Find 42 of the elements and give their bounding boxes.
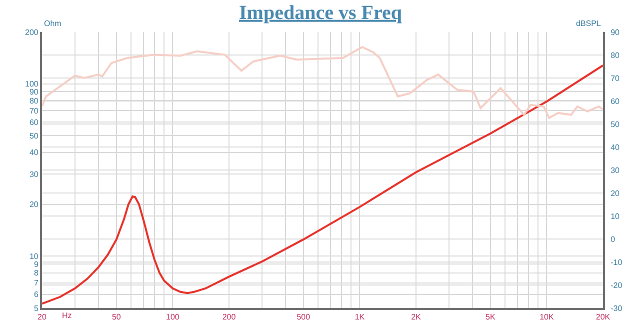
y2-tick-label: 60 [610, 96, 620, 106]
x-tick-label: 20K [596, 312, 611, 322]
y-tick-label: 30 [29, 170, 39, 179]
y-tick-label: 20 [29, 200, 39, 210]
y-tick-label: 90 [29, 88, 39, 97]
y2-axis-title: dBSPL [576, 19, 602, 28]
x-tick-label: 10K [540, 312, 554, 322]
y2-tick-label: 80 [610, 50, 620, 60]
y-tick-label: 7 [34, 278, 39, 288]
y-tick-label: 5 [34, 304, 39, 313]
y-tick-label: 80 [29, 96, 39, 106]
x-tick-label: 500 [296, 312, 311, 322]
x-axis-title: Hz [62, 311, 72, 320]
y2-tick-label: -30 [610, 304, 623, 313]
chart-title: Impedance vs Freq [239, 2, 402, 24]
y-tick-label: 60 [29, 118, 39, 127]
y-axis-title: Ohm [44, 19, 62, 28]
y-tick-label: 70 [29, 106, 39, 116]
y2-tick-label: 10 [610, 212, 620, 221]
x-tick-label: 50 [112, 312, 122, 322]
x-tick-label: 100 [166, 312, 180, 322]
x-tick-label: 1K [354, 312, 366, 322]
y2-tick-label: -10 [610, 258, 623, 267]
y-tick-label: 9 [34, 260, 39, 269]
y-tick-label: 50 [29, 132, 39, 141]
y2-tick-label: 0 [610, 234, 616, 244]
y2-tick-label: 70 [610, 74, 620, 83]
y2-tick-label: 90 [610, 28, 620, 37]
y-tick-label: 40 [29, 148, 39, 158]
y2-tick-label: 20 [610, 188, 620, 198]
y2-tick-label: 50 [610, 120, 620, 129]
y-tick-label: 10 [29, 252, 39, 261]
y-tick-label: 100 [25, 80, 39, 89]
x-tick-label: 5K [486, 312, 496, 322]
y2-tick-label: 30 [610, 166, 620, 175]
y-tick-label: 8 [34, 268, 39, 278]
y-tick-label: 6 [34, 290, 39, 300]
y2-tick-label: 40 [610, 142, 620, 152]
x-tick-label: 200 [222, 312, 236, 322]
y-tick-label: 200 [25, 28, 39, 37]
x-tick-label: 2K [411, 312, 422, 322]
y2-tick-label: -20 [610, 280, 623, 290]
